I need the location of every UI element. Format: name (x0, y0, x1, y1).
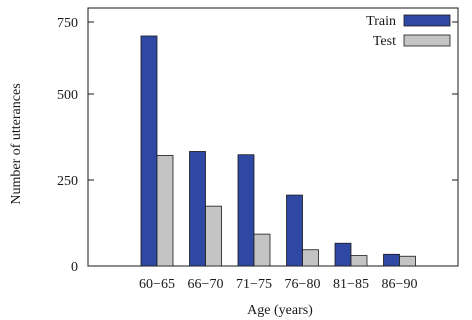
x-tick-label: 60−65 (139, 277, 175, 292)
y-axis-label: Number of utterances (9, 83, 24, 204)
bar-test (253, 233, 271, 267)
x-tick-label: 71−75 (236, 277, 272, 292)
x-tick-label: 81−85 (333, 277, 369, 292)
bar-train (140, 35, 158, 267)
bar-test (350, 255, 368, 267)
x-tick-label: 66−70 (188, 277, 224, 292)
bar-test (205, 205, 222, 267)
bar-train (189, 151, 206, 267)
y-tick-label: 500 (57, 88, 78, 103)
y-tick-label: 0 (71, 260, 78, 275)
bar-train (237, 154, 255, 267)
legend-label: Train (366, 14, 396, 29)
bar-test (302, 249, 319, 267)
plot-frame (87, 7, 459, 267)
x-tick-label: 76−80 (285, 277, 321, 292)
bar-test (156, 154, 174, 267)
legend-swatch-train (403, 14, 451, 27)
bar-train (286, 194, 303, 267)
plot-border (87, 7, 459, 267)
legend-swatch-test (403, 34, 451, 47)
bars (140, 35, 416, 267)
bar-train (383, 253, 400, 267)
bar-train (334, 242, 352, 267)
legend-label: Test (373, 34, 396, 49)
y-tick-label: 250 (57, 174, 78, 189)
y-tick-label: 750 (57, 16, 78, 31)
y-axis: 0 250 500 750 (57, 16, 458, 275)
x-axis-label: Age (years) (247, 303, 313, 318)
bar-test (399, 255, 416, 267)
x-tick-label: 86−90 (382, 277, 418, 292)
legend: Train Test (366, 14, 451, 49)
